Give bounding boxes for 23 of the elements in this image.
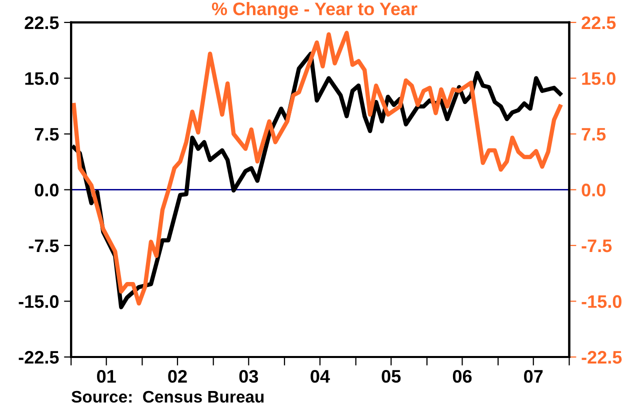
y-tick-label: 15.0: [25, 72, 59, 85]
y2-tick-label: 22.5: [582, 16, 616, 30]
x-tick-label: 04: [310, 370, 330, 383]
y-tick-label: 22.5: [24, 16, 59, 30]
y-tick-label: -15.0: [18, 295, 59, 308]
x-tick-label: 06: [452, 370, 472, 383]
x-tick-label: 03: [239, 370, 258, 383]
y-tick-label: 7.5: [34, 128, 59, 141]
x-tick-label: 01: [97, 370, 116, 383]
y2-tick-label: -15.0: [582, 295, 622, 308]
source-note: Source: Census Bureau: [72, 390, 264, 403]
y-tick-label: -7.5: [28, 240, 59, 252]
y2-tick-label: 15.0: [582, 72, 616, 85]
y-tick-label: -22.5: [18, 350, 59, 364]
y2-tick-label: 0.0: [582, 184, 606, 196]
y-tick-label: 0.0: [34, 184, 59, 196]
x-tick-label: 07: [524, 370, 543, 383]
chart-title: % Change - Year to Year: [212, 2, 418, 19]
y2-tick-label: -7.5: [582, 240, 612, 252]
y2-tick-label: 7.5: [582, 128, 606, 141]
y2-tick-label: -22.5: [582, 350, 622, 364]
x-tick-label: 02: [168, 370, 187, 383]
x-tick-label: 05: [382, 370, 401, 383]
